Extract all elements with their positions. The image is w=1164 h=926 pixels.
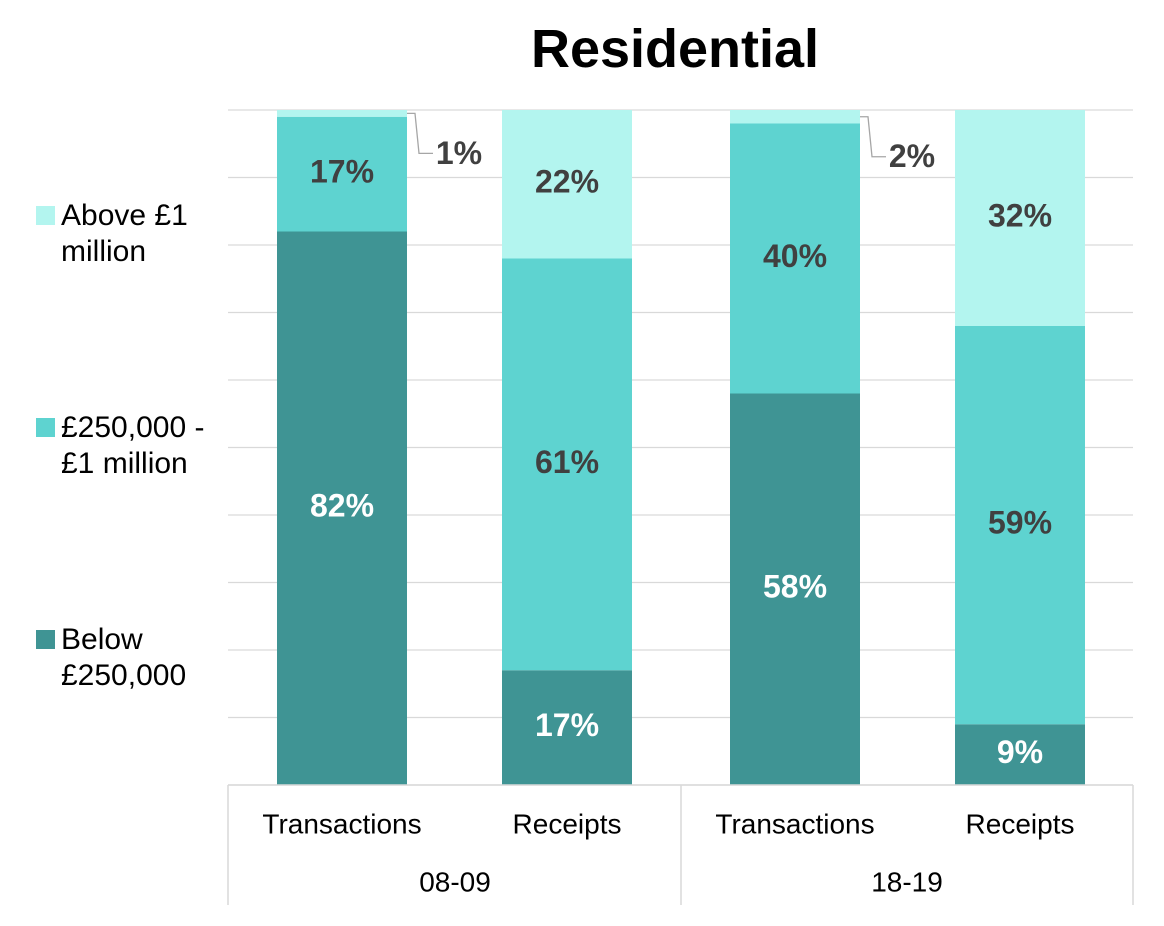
bar-segment <box>730 123 860 394</box>
data-label: 61% <box>535 444 599 480</box>
bar-segment <box>502 110 632 259</box>
legend-label: Above £1 million <box>61 199 188 268</box>
legend-swatch-250k-1-million <box>36 418 55 437</box>
data-label: 22% <box>535 164 599 200</box>
legend-swatch-below-250k <box>36 630 55 649</box>
bar-segment <box>277 110 407 117</box>
x-group-label: 08-09 <box>419 866 491 897</box>
legend-item-above-1-million: Above £1 million <box>36 198 241 270</box>
data-label: 17% <box>310 154 374 190</box>
bar-segment <box>502 670 632 785</box>
bar-segment <box>730 393 860 785</box>
data-label: 40% <box>763 238 827 274</box>
x-tick-label: Receipts <box>513 808 622 839</box>
bar-segment <box>277 116 407 232</box>
bar-segment <box>955 326 1085 725</box>
legend-label: Below £250,000 <box>61 623 187 692</box>
leader-line <box>860 116 886 158</box>
data-label: 17% <box>535 707 599 743</box>
leader-line <box>407 112 433 155</box>
x-tick-label: Receipts <box>966 808 1075 839</box>
bar-segment <box>730 110 860 124</box>
bar-segment <box>502 258 632 671</box>
bar-segment <box>277 231 407 785</box>
legend-item-below-250k: Below £250,000 <box>36 622 241 694</box>
chart-title: Residential <box>530 19 820 79</box>
x-tick-label: Transactions <box>715 808 874 839</box>
data-label: 1% <box>436 135 482 171</box>
data-label: 58% <box>763 569 827 605</box>
bar-segment <box>955 724 1085 785</box>
legend-swatch-above-1-million <box>36 206 55 225</box>
data-label: 2% <box>889 138 935 174</box>
data-label: 32% <box>988 197 1052 233</box>
data-label: 82% <box>310 488 374 524</box>
legend-item-250k-1-million: £250,000 - £1 million <box>36 410 241 482</box>
legend-label: £250,000 - £1 million <box>61 411 205 480</box>
bar-segment <box>955 110 1085 326</box>
x-group-label: 18-19 <box>871 866 943 897</box>
data-label: 59% <box>988 505 1052 541</box>
data-label: 9% <box>997 734 1043 770</box>
x-tick-label: Transactions <box>262 808 421 839</box>
